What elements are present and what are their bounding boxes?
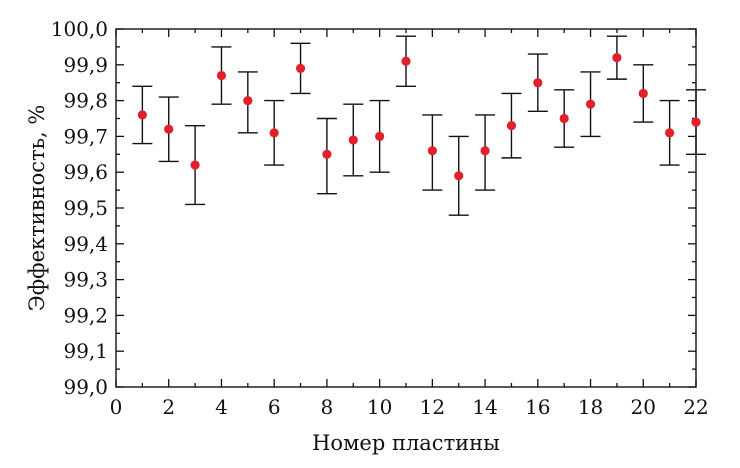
y-tick-label: 99,7 [63, 124, 108, 148]
y-tick-label: 99,3 [63, 268, 108, 292]
x-tick-label: 10 [367, 395, 392, 419]
data-point [533, 78, 543, 88]
data-point [559, 113, 569, 124]
x-tick-label: 20 [631, 395, 656, 419]
x-tick-label: 0 [110, 395, 123, 419]
x-tick-label: 22 [683, 395, 708, 419]
x-axis-label: Номер пластины [312, 431, 500, 455]
data-point [638, 88, 648, 99]
y-axis-label: Эффективность, % [25, 105, 49, 312]
data-point [375, 131, 385, 141]
x-tick-label: 16 [525, 395, 550, 419]
error-bars [132, 35, 706, 216]
x-tick-label: 4 [215, 395, 228, 419]
data-point [506, 121, 517, 131]
y-tick-labels: 99,0 99,1 99,2 99,3 99,4 99,5 99,6 99,7 99,8 99,9… [51, 17, 108, 399]
data-point [480, 146, 490, 156]
data-point [216, 70, 227, 81]
x-tick-label: 14 [472, 395, 497, 419]
data-point [190, 160, 200, 170]
y-tick-label: 99,2 [63, 303, 108, 327]
x-tick-label: 8 [321, 395, 334, 419]
data-point [164, 124, 174, 134]
data-point [427, 146, 437, 156]
x-tick-label: 18 [578, 395, 603, 419]
data-point [454, 171, 464, 181]
data-point [295, 63, 306, 73]
y-tick-label: 99,5 [63, 196, 108, 220]
data-point [243, 96, 253, 106]
data-point [269, 128, 279, 138]
data-point [401, 56, 411, 66]
y-tick-label: 99,8 [63, 89, 108, 113]
x-tick-label: 6 [268, 395, 281, 419]
y-tick-label: 99,0 [63, 375, 108, 399]
data-points [137, 53, 701, 181]
x-tick-label: 12 [420, 395, 445, 419]
y-tick-label: 99,6 [63, 160, 108, 184]
x-tick-label: 2 [162, 395, 175, 419]
y-tick-label: 99,1 [63, 339, 108, 363]
data-point [691, 117, 701, 127]
data-point [322, 149, 332, 159]
data-point [137, 110, 147, 120]
data-point [665, 128, 675, 138]
y-tick-label: 100,0 [51, 17, 108, 41]
data-point [612, 53, 622, 63]
data-point [348, 135, 358, 145]
data-point [585, 99, 596, 109]
y-tick-label: 99,9 [63, 53, 108, 77]
y-tick-label: 99,4 [63, 232, 108, 256]
x-tick-labels: 0 2 4 6 8 10 12 14 16 18 20 22 [110, 395, 709, 419]
